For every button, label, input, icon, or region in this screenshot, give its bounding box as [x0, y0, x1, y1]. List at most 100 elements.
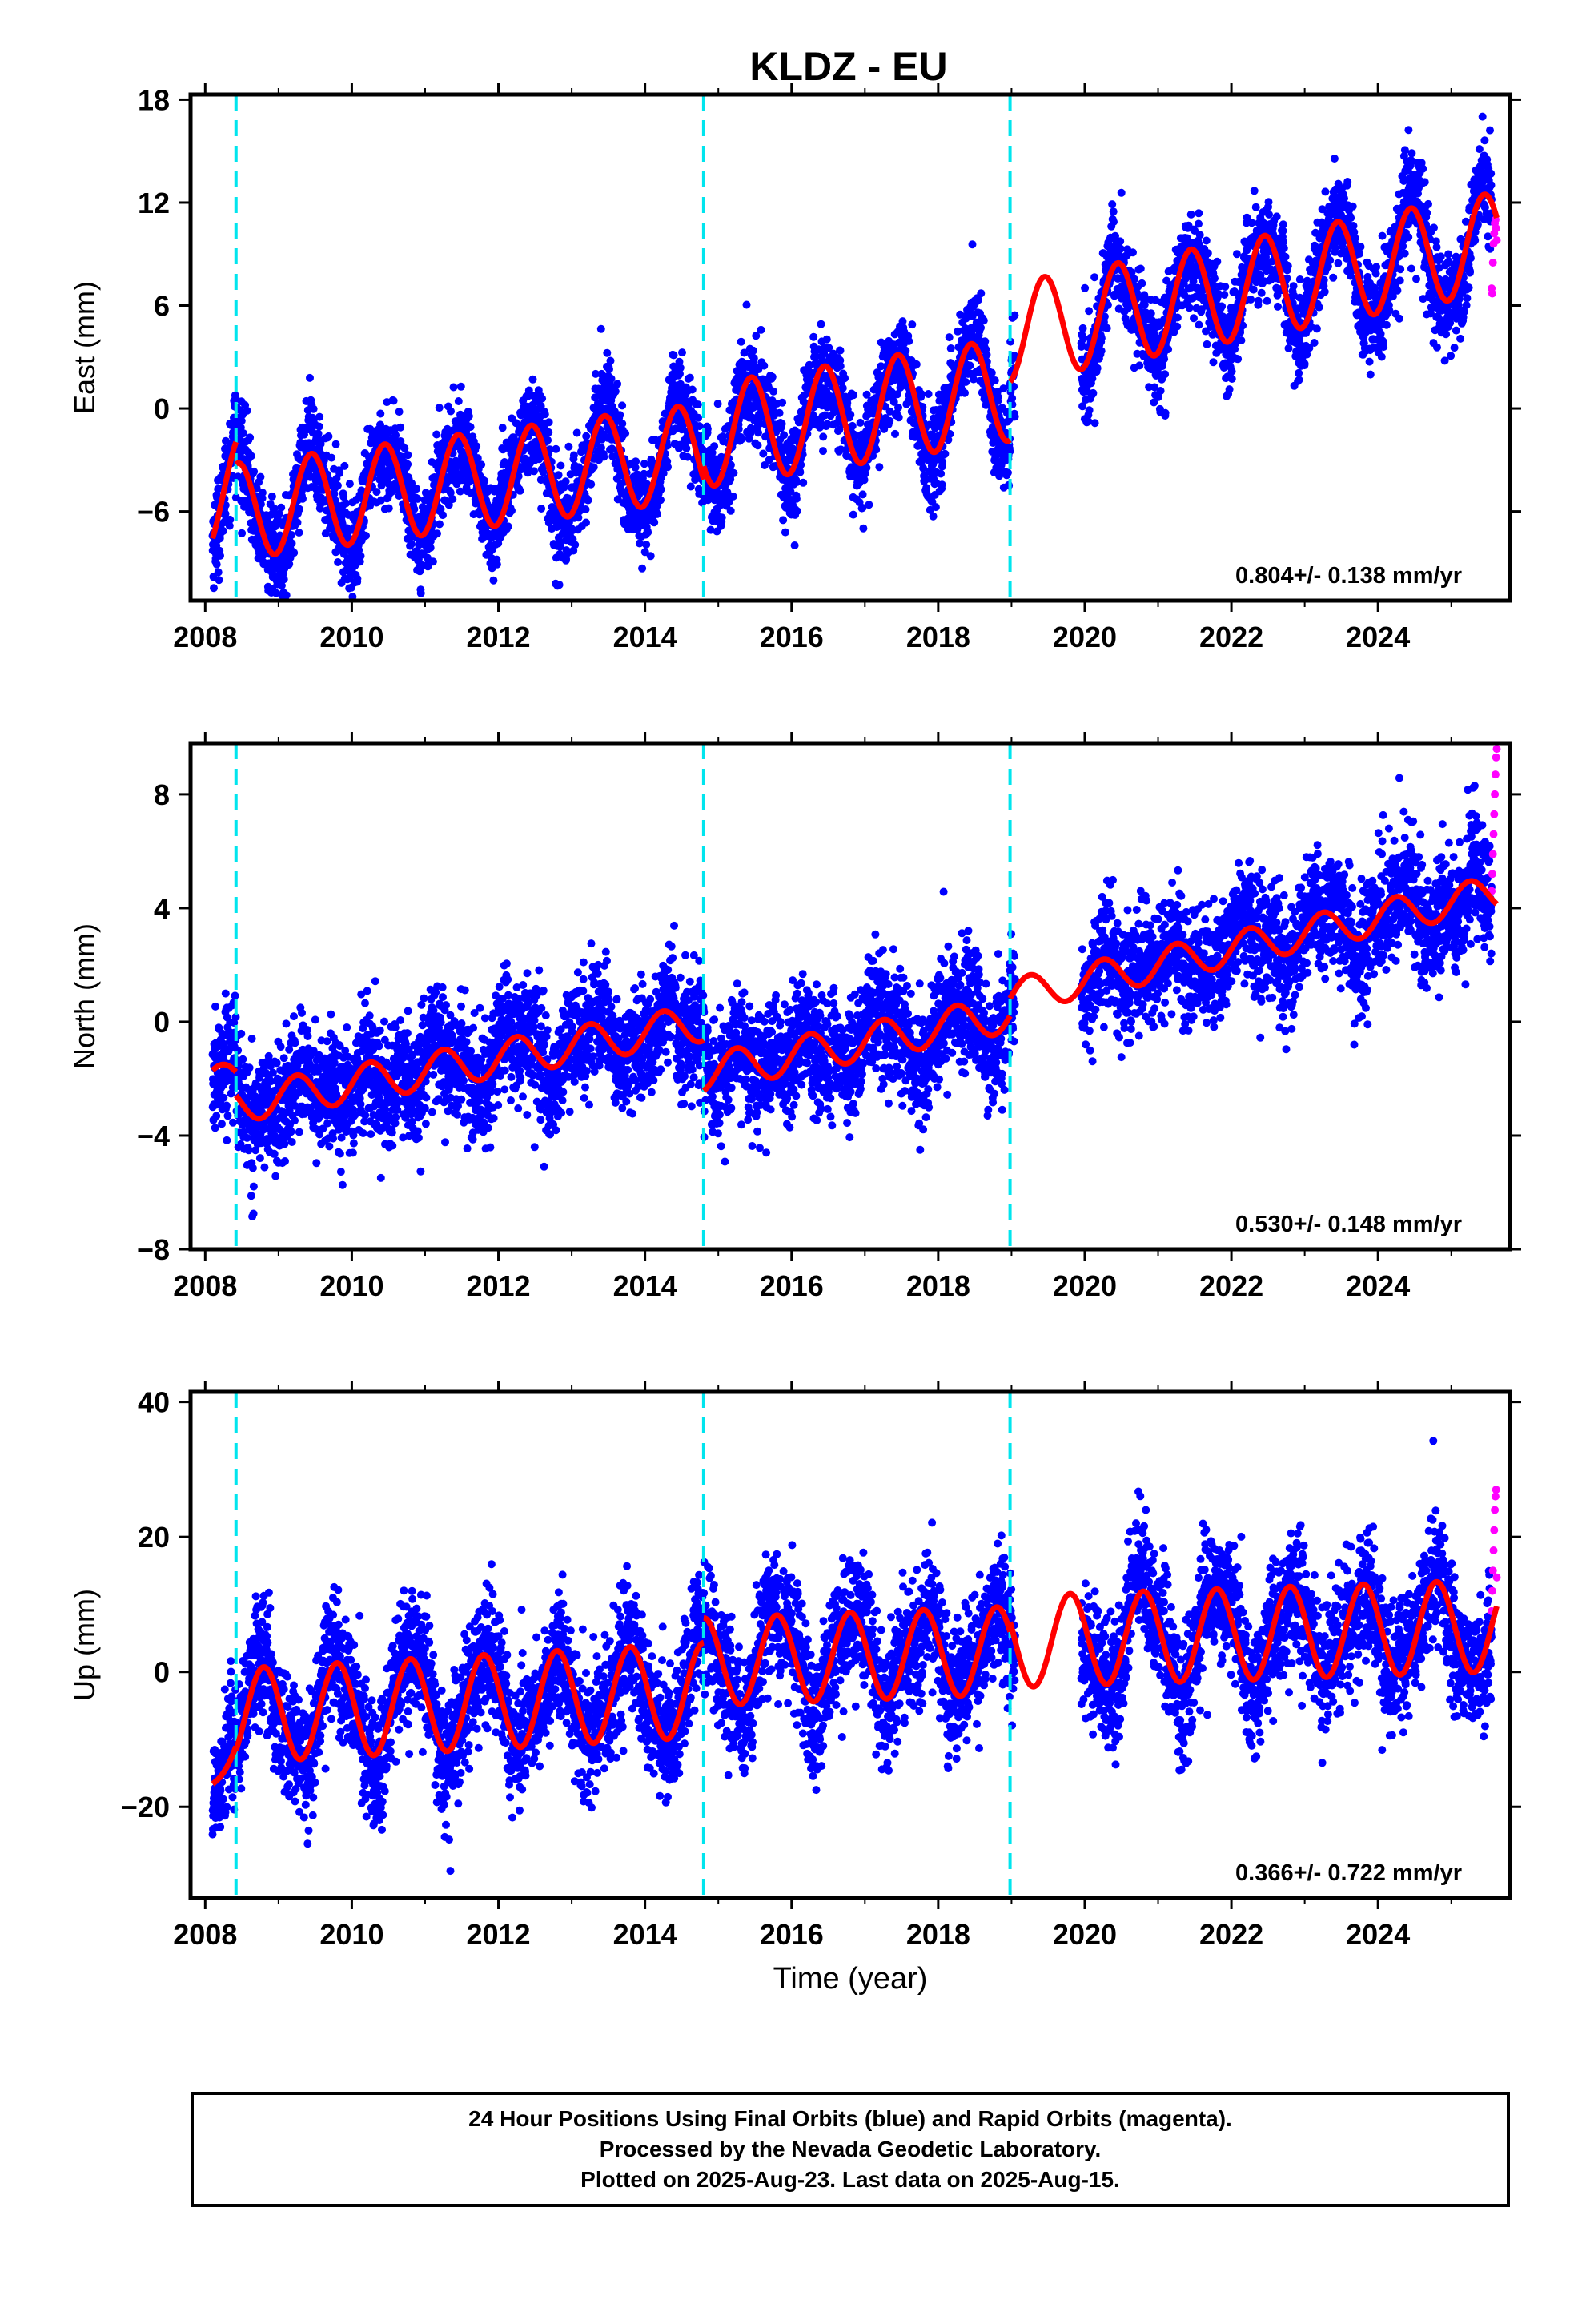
- data-point: [287, 539, 296, 548]
- data-point: [504, 522, 512, 531]
- data-point: [315, 422, 323, 431]
- data-point: [538, 394, 547, 403]
- data-point: [290, 549, 299, 557]
- data-point: [589, 463, 598, 472]
- data-point: [908, 320, 917, 329]
- data-point: [694, 413, 703, 422]
- data-point: [1264, 198, 1273, 207]
- data-point: [572, 428, 581, 437]
- data-point: [792, 494, 801, 503]
- data-point: [849, 391, 858, 400]
- data-point: [1186, 210, 1195, 219]
- data-point: [276, 612, 284, 620]
- data-point: [436, 520, 444, 529]
- data-point: [335, 468, 344, 477]
- data-point: [449, 383, 458, 392]
- data-point: [618, 401, 627, 410]
- data-point: [793, 507, 801, 516]
- data-point: [757, 325, 765, 334]
- data-point: [931, 503, 940, 512]
- data-point: [1102, 324, 1111, 332]
- data-point: [1138, 279, 1146, 287]
- data-point: [432, 430, 441, 439]
- data-point: [982, 350, 991, 359]
- data-point: [426, 544, 435, 552]
- data-point: [404, 460, 412, 468]
- data-point: [1227, 375, 1236, 383]
- data-point: [901, 346, 910, 355]
- data-point: [376, 420, 384, 429]
- data-point: [1249, 285, 1258, 294]
- data-point: [446, 489, 455, 497]
- data-point: [1257, 288, 1266, 297]
- chart-title: KLDZ - EU: [749, 44, 947, 89]
- data-point: [1247, 296, 1255, 304]
- data-point: [650, 518, 659, 527]
- data-point: [271, 589, 280, 597]
- data-point: [416, 589, 425, 597]
- data-point: [838, 384, 847, 392]
- data-point: [582, 518, 590, 527]
- data-point: [703, 424, 712, 433]
- data-point: [1161, 408, 1170, 417]
- data-point: [384, 504, 393, 513]
- data-point: [435, 404, 444, 412]
- data-point: [841, 374, 849, 383]
- data-point: [875, 463, 884, 472]
- data-point: [946, 344, 955, 352]
- data-point: [1085, 307, 1094, 316]
- data-point: [938, 480, 946, 489]
- data-point: [675, 357, 684, 366]
- east-plot-area: [208, 94, 1501, 620]
- data-point: [561, 477, 570, 486]
- data-point: [760, 361, 769, 370]
- data-point: [250, 467, 259, 476]
- data-point: [448, 495, 457, 504]
- data-point: [778, 398, 787, 407]
- data-point: [769, 387, 778, 396]
- data-point: [472, 442, 481, 451]
- data-point: [259, 552, 267, 560]
- data-point: [584, 496, 592, 505]
- data-point: [1173, 322, 1182, 331]
- data-point: [966, 361, 974, 370]
- data-point: [333, 481, 342, 490]
- data-point: [640, 548, 649, 557]
- data-point: [695, 422, 704, 431]
- data-point: [848, 421, 857, 430]
- data-point: [408, 479, 416, 488]
- data-point: [353, 574, 362, 583]
- data-point: [256, 500, 265, 509]
- data-point: [603, 348, 612, 357]
- data-point: [454, 397, 463, 405]
- data-point: [822, 335, 831, 344]
- data-point: [270, 504, 279, 513]
- data-point: [238, 529, 247, 537]
- data-point: [372, 488, 381, 497]
- data-point: [1090, 273, 1099, 282]
- data-point: [945, 333, 954, 342]
- data-point: [1272, 212, 1281, 221]
- data-point: [295, 529, 303, 537]
- data-point: [710, 442, 719, 451]
- data-point: [905, 336, 913, 345]
- data-point: [345, 611, 353, 619]
- data-point: [544, 436, 552, 444]
- data-point: [413, 494, 422, 503]
- data-point: [1274, 302, 1282, 311]
- data-point: [616, 411, 624, 420]
- data-point: [676, 364, 685, 372]
- data-point: [407, 540, 416, 549]
- data-point: [1211, 274, 1219, 283]
- data-point: [544, 418, 553, 427]
- data-point: [779, 516, 788, 525]
- data-point: [656, 485, 665, 494]
- data-point: [1213, 257, 1222, 266]
- data-point: [473, 454, 482, 463]
- data-point: [376, 409, 385, 418]
- data-point: [600, 452, 608, 461]
- data-point: [664, 463, 672, 472]
- data-point: [856, 418, 865, 427]
- data-point: [780, 431, 789, 440]
- data-point: [1203, 340, 1211, 348]
